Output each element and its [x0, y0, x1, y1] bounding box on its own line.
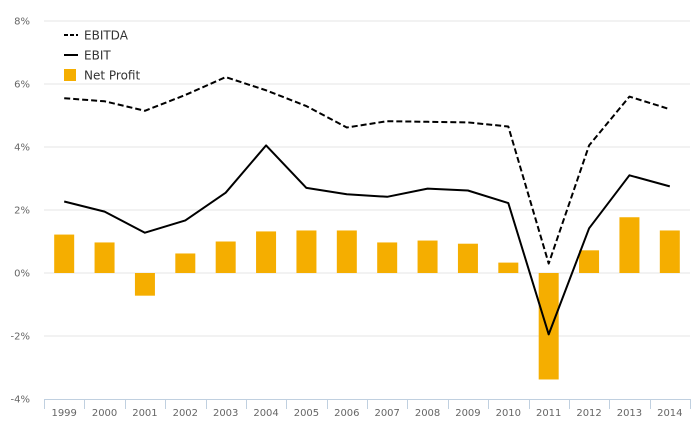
net-profit-bar: [336, 230, 357, 273]
x-tick-label: 2002: [173, 408, 198, 419]
net-profit-bar: [659, 230, 680, 273]
net-profit-bar: [134, 273, 155, 296]
y-tick-label: 8%: [14, 17, 30, 28]
net-profit-bar: [175, 253, 196, 273]
axis-layer: -4% -2% 0% 2% 4% 6% 8% 1999 2000 2001 2002 2003 2004…: [11, 17, 691, 419]
lines-layer: [63, 76, 671, 336]
x-tick-label: 2006: [334, 408, 359, 419]
net-profit-bar: [256, 231, 277, 273]
x-tick-label: 2013: [617, 408, 642, 419]
net-profit-bar: [619, 217, 640, 273]
x-tick-label: 2007: [374, 408, 399, 419]
legend-label-ebitda: EBITDA: [84, 29, 129, 43]
x-tick-label: 2014: [657, 408, 682, 419]
net-profit-bar: [417, 240, 438, 273]
x-tick-label: 2009: [455, 408, 480, 419]
y-tick-label: -4%: [11, 395, 30, 406]
x-tick-label: 2011: [536, 408, 561, 419]
legend-label-ebit: EBIT: [84, 49, 111, 63]
x-tick-label: 2000: [92, 408, 117, 419]
x-tick-label: 1999: [51, 408, 76, 419]
net-profit-bar: [215, 241, 236, 273]
ebit-line: [63, 144, 671, 336]
net-profit-bar: [54, 234, 75, 273]
x-tick-label: 2008: [415, 408, 440, 419]
net-profit-bar: [579, 250, 600, 273]
y-tick-label: 4%: [14, 143, 30, 154]
net-profit-bar: [457, 243, 478, 273]
y-tick-label: 0%: [14, 269, 30, 280]
bars-layer: [54, 217, 680, 380]
legend-swatch-net-profit: [64, 69, 76, 81]
net-profit-bar: [498, 262, 519, 273]
legend-label-net-profit: Net Profit: [84, 69, 140, 83]
x-tick-label: 2005: [294, 408, 319, 419]
x-tick-label: 2001: [132, 408, 157, 419]
y-tick-label: 2%: [14, 206, 30, 217]
y-tick-label: 6%: [14, 80, 30, 91]
x-tick-label: 2004: [253, 408, 278, 419]
net-profit-bar: [296, 230, 317, 273]
net-profit-bar: [377, 242, 398, 273]
x-tick-label: 2010: [496, 408, 521, 419]
y-tick-label: -2%: [11, 332, 30, 343]
net-profit-bar: [538, 273, 559, 380]
net-profit-bar: [94, 242, 115, 273]
ebitda-line: [64, 76, 671, 265]
legend: EBITDA EBIT Net Profit: [64, 29, 140, 83]
x-tick-label: 2003: [213, 408, 238, 419]
x-tick-label: 2012: [576, 408, 601, 419]
